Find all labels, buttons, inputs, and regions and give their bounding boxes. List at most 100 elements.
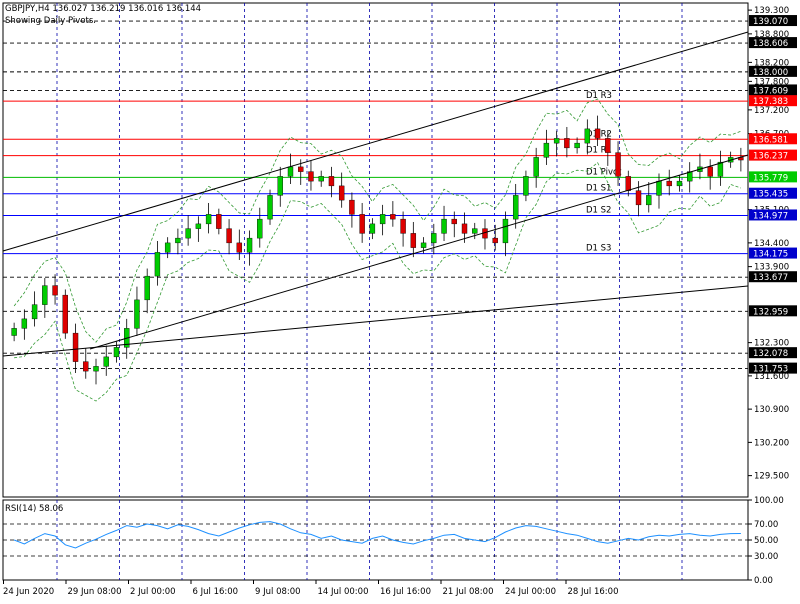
level-price-badge (749, 15, 797, 27)
level-price-badge-text: 132.959 (753, 307, 788, 317)
level-price-badge-text: 138.000 (753, 68, 788, 78)
bull-candle (144, 268, 150, 314)
rsi-y-tick-label: 100.00 (754, 496, 784, 506)
bear-candle (625, 170, 631, 197)
level-price-badge-text: 139.070 (753, 17, 788, 27)
y-tick-label: 138.800 (754, 30, 789, 40)
x-tick-label: 21 Jul 08:00 (443, 587, 494, 597)
x-tick-label: 24 Jul 00:00 (505, 587, 556, 597)
bear-candle (400, 211, 406, 247)
candle-body (605, 138, 611, 153)
y-tick-label: 130.900 (754, 405, 789, 415)
candle-body (267, 195, 273, 220)
main-plot-frame (2, 2, 749, 498)
candle-body (379, 214, 386, 225)
bear-candle (52, 274, 58, 305)
bear-candle (461, 212, 468, 243)
bull-candle (584, 119, 591, 155)
candle-body (349, 199, 355, 215)
pivot-price-badge (749, 209, 797, 221)
candle-body (11, 328, 17, 336)
x-tick-label: 16 Jul 16:00 (380, 587, 431, 597)
candle-body (502, 218, 509, 244)
candle-body (134, 299, 140, 329)
candle-body (72, 332, 79, 362)
level-price-badge-text: 131.753 (753, 365, 788, 375)
bull-candle (11, 322, 17, 342)
x-tick-label: 14 Jul 00:00 (318, 587, 369, 597)
bull-candle (246, 230, 253, 266)
candle-body (656, 180, 662, 196)
bear-candle (349, 192, 355, 228)
candle-body (390, 214, 396, 220)
x-tick-label: 28 Jul 16:00 (568, 587, 619, 597)
bull-candle (697, 153, 703, 180)
bear-candle (308, 160, 314, 191)
y-tick-label: 131.600 (754, 372, 789, 382)
y-tick-label: 133.900 (754, 263, 789, 273)
candle-body (441, 218, 447, 234)
bear-candle (328, 166, 335, 198)
upper-channel-line (2, 31, 749, 252)
pivot-price-badge-text: 134.175 (753, 250, 788, 260)
bear-candle (666, 169, 672, 196)
x-tick-label: 29 Jun 08:00 (68, 587, 122, 597)
pivot-price-badge (749, 171, 797, 183)
rsi-y-tick-label: 70.00 (754, 520, 778, 530)
level-price-badge (749, 37, 797, 49)
bear-candle (62, 289, 68, 339)
bull-candle (287, 153, 294, 184)
bull-candle (379, 204, 386, 236)
candle-body (687, 171, 693, 182)
pivot-price-badge (749, 247, 797, 259)
bull-candle (656, 173, 662, 209)
lower-envelope-line (14, 161, 742, 402)
bear-candle (482, 219, 488, 250)
bear-candle (451, 211, 457, 238)
y-tick-label: 129.500 (754, 472, 789, 482)
upper-envelope-line (13, 98, 742, 343)
bull-candle (42, 278, 48, 318)
candle-body (635, 190, 642, 206)
candle-body (461, 223, 468, 234)
candle-body (543, 142, 550, 158)
candle-body (523, 176, 529, 196)
bull-candle (369, 218, 376, 240)
candle-body (553, 138, 560, 144)
candle-body (93, 366, 99, 372)
candle-body (154, 252, 161, 277)
candle-body (410, 233, 417, 248)
bull-candle (205, 202, 212, 234)
candle-body (431, 233, 437, 244)
candle-body (512, 195, 519, 220)
bear-candle (338, 172, 345, 208)
level-price-badge (749, 362, 797, 374)
bull-candle (164, 237, 171, 259)
candle-body (338, 185, 345, 201)
candle-body (564, 138, 570, 149)
bear-candle (615, 141, 621, 186)
pivot-price-badge-text: 134.977 (753, 211, 788, 221)
bull-candle (267, 189, 273, 225)
candle-body (369, 223, 376, 234)
bull-candle (154, 240, 161, 286)
bull-candle (318, 170, 324, 187)
bull-candle (553, 130, 560, 157)
bull-candle (574, 137, 580, 154)
pivot-price-badge (749, 187, 797, 199)
bull-candle (523, 170, 529, 202)
x-tick-label: 24 Jun 2020 (3, 587, 54, 597)
long-trend-line (2, 285, 749, 357)
level-price-badge-text: 132.078 (753, 349, 788, 359)
y-tick-label: 132.300 (754, 339, 789, 349)
bull-candle (717, 150, 724, 186)
candle-body (533, 157, 539, 177)
level-price-badge (749, 271, 797, 283)
bear-candle (707, 159, 713, 190)
bull-candle (93, 358, 99, 385)
candle-body (31, 304, 38, 320)
bull-candle (543, 129, 550, 165)
candle-body (451, 218, 457, 225)
candle-body (62, 294, 68, 334)
